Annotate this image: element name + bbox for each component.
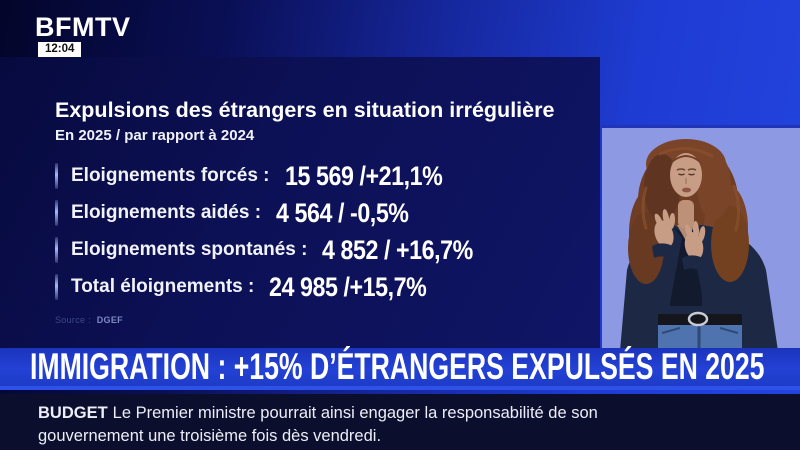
headline-text: IMMIGRATION : +15% D’ÉTRANGERS EXPULSÉS … <box>30 346 765 387</box>
infographic-panel: Expulsions des étrangers en situation ir… <box>0 57 600 348</box>
stat-row: Eloignements forcés : 15 569 /+21,1% <box>55 158 580 195</box>
infographic-subtitle: En 2025 / par rapport à 2024 <box>55 126 255 144</box>
news-ticker: BUDGET Le Premier ministre pourrait ainsi… <box>0 394 800 450</box>
channel-logo: BFMTV <box>35 12 131 42</box>
stat-label: Eloignements aidés : <box>71 202 262 224</box>
source-label: Source : <box>55 314 91 325</box>
clock: 12:04 <box>38 42 82 57</box>
stat-value: 24 985 /+15,7% <box>269 271 427 302</box>
infographic-title: Expulsions des étrangers en situation ir… <box>55 98 555 122</box>
accent-bar-icon <box>55 237 58 264</box>
stat-row: Total éloignements : 24 985 /+15,7% <box>55 269 580 306</box>
stat-value: 4 852 / +16,7% <box>322 234 474 265</box>
stat-value: 15 569 /+21,1% <box>284 160 443 191</box>
sign-language-interpreter <box>620 139 778 351</box>
accent-bar-icon <box>55 163 58 190</box>
accent-bar-icon <box>55 274 58 301</box>
stat-label: Total éloignements : <box>71 276 255 298</box>
ticker-tag: BUDGET <box>38 404 108 422</box>
stat-label: Eloignements spontanés : <box>71 239 308 261</box>
sign-language-interpreter-box <box>602 125 800 351</box>
stat-value: 4 564 / -0,5% <box>276 197 409 228</box>
source-value: DGEF <box>96 314 123 325</box>
headline-banner: IMMIGRATION : +15% D’ÉTRANGERS EXPULSÉS … <box>0 346 800 390</box>
source-line: Source : DGEF <box>55 315 580 325</box>
ticker-text: BUDGET Le Premier ministre pourrait ainsi… <box>38 402 620 448</box>
ticker-body: Le Premier ministre pourrait ainsi engag… <box>38 404 598 445</box>
accent-bar-icon <box>55 200 58 227</box>
stat-row: Eloignements aidés : 4 564 / -0,5% <box>55 195 580 232</box>
stat-label: Eloignements forcés : <box>71 165 270 187</box>
stats-list: Eloignements forcés : 15 569 /+21,1% Elo… <box>55 158 580 306</box>
stat-row: Eloignements spontanés : 4 852 / +16,7% <box>55 232 580 269</box>
